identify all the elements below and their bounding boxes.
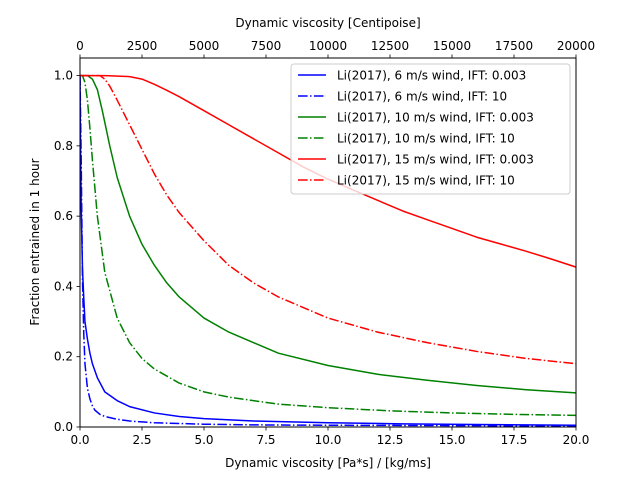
legend-items: Li(2017), 6 m/s wind, IFT: 0.003 Li(2017)… [298, 69, 534, 188]
series-line-2 [80, 75, 576, 427]
top-x-tick-label: 10000 [309, 39, 347, 53]
x-tick-label: 12.5 [377, 433, 404, 447]
y-tick-label: 0.0 [54, 420, 73, 434]
top-x-tick-label: 15000 [433, 39, 471, 53]
legend-label-2: Li(2017), 6 m/s wind, IFT: 10 [337, 90, 507, 104]
y-tick-label: 0.6 [54, 209, 73, 223]
legend-label-4: Li(2017), 10 m/s wind, IFT: 10 [337, 132, 515, 146]
x-tick-label: 0.0 [70, 433, 89, 447]
y-axis-label: Fraction entrained in 1 hour [28, 158, 42, 325]
top-x-tick-label: 20000 [557, 39, 595, 53]
y-tick-label: 0.8 [54, 139, 73, 153]
legend-label-6: Li(2017), 15 m/s wind, IFT: 10 [337, 174, 515, 188]
legend-label-1: Li(2017), 6 m/s wind, IFT: 0.003 [337, 69, 526, 83]
series-line-1 [80, 75, 576, 426]
x-axis-label: Dynamic viscosity [Pa*s] / [kg/ms] [225, 456, 431, 470]
x-tick-label: 15.0 [439, 433, 466, 447]
top-x-tick-label: 7500 [251, 39, 282, 53]
x-tick-label: 5.0 [194, 433, 213, 447]
legend-label-3: Li(2017), 10 m/s wind, IFT: 0.003 [337, 111, 534, 125]
top-x-tick-label: 12500 [371, 39, 409, 53]
series-line-4 [80, 74, 576, 417]
y-tick-label: 0.2 [54, 350, 73, 364]
x-tick-label: 7.5 [256, 433, 275, 447]
top-x-tick-label: 0 [76, 39, 84, 53]
x-tick-label: 20.0 [563, 433, 590, 447]
legend: Li(2017), 6 m/s wind, IFT: 0.003 Li(2017)… [290, 63, 571, 195]
ticks: 0.0 2.5 5.0 7.5 10.0 12.5 15.0 17.5 20.0 0 2500 500… [54, 39, 595, 447]
series-line-6 [80, 74, 576, 365]
legend-box [290, 63, 571, 195]
x-tick-label: 2.5 [132, 433, 151, 447]
series-line-3 [80, 74, 576, 394]
y-tick-label: 0.4 [54, 279, 73, 293]
x-tick-label: 17.5 [501, 433, 528, 447]
x-tick-label: 10.0 [315, 433, 342, 447]
top-x-tick-label: 17500 [495, 39, 533, 53]
top-x-tick-label: 2500 [127, 39, 158, 53]
y-tick-label: 1.0 [54, 69, 73, 83]
top-x-axis-label: Dynamic viscosity [Centipoise] [235, 16, 420, 30]
top-x-tick-label: 5000 [189, 39, 220, 53]
legend-label-5: Li(2017), 15 m/s wind, IFT: 0.003 [337, 153, 534, 167]
